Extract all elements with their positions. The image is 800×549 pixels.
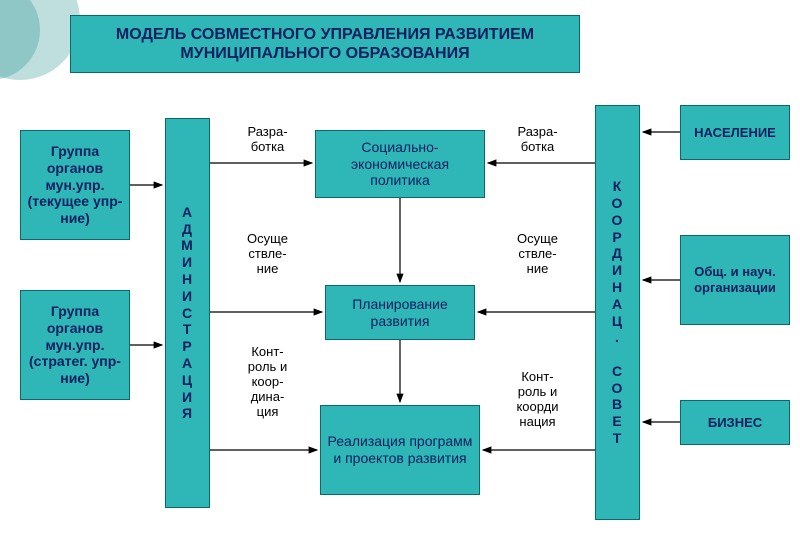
left-box-strategic-text: Группа органов мун.упр. (стратег. упр-ни… <box>25 303 125 387</box>
right-business-text: БИЗНЕС <box>708 415 762 431</box>
label-kontrol-left: Конт- роль и коор- дина- ция <box>235 345 300 420</box>
center-impl-text: Реализация программ и проектов развития <box>325 433 475 467</box>
center-box-policy: Социально-экономическая политика <box>315 130 485 198</box>
label-osusch-left: Осуще ствле- ние <box>235 232 300 277</box>
title-line2: МУНИЦИПАЛЬНОГО ОБРАЗОВАНИЯ <box>180 44 469 63</box>
center-policy-text: Социально-экономическая политика <box>320 139 480 189</box>
label-osusch-right: Осуще ствле- ние <box>505 232 570 277</box>
left-box-current-text: Группа органов мун.упр. (текущее упр-ние… <box>25 143 125 227</box>
title-line1: МОДЕЛЬ СОВМЕСТНОГО УПРАВЛЕНИЯ РАЗВИТИЕМ <box>116 25 534 44</box>
pillar-council: КООРДИНАЦ. СОВЕТ <box>595 105 640 520</box>
right-orgs-text: Общ. и науч. организации <box>685 264 785 295</box>
right-box-population: НАСЕЛЕНИЕ <box>680 105 790 160</box>
right-box-organizations: Общ. и науч. организации <box>680 235 790 325</box>
title-box: МОДЕЛЬ СОВМЕСТНОГО УПРАВЛЕНИЯ РАЗВИТИЕМ … <box>70 15 580 73</box>
right-box-business: БИЗНЕС <box>680 400 790 445</box>
left-box-strategic: Группа органов мун.упр. (стратег. упр-ни… <box>20 290 130 400</box>
pillar-administration: АДМИНИСТРАЦИЯ <box>165 118 210 508</box>
label-kontrol-right: Конт- роль и коорди нация <box>505 370 570 430</box>
center-planning-text: Планирование развития <box>330 296 470 330</box>
label-razrabotka-right: Разра- ботка <box>505 125 570 155</box>
right-population-text: НАСЕЛЕНИЕ <box>694 125 776 141</box>
left-box-current: Группа органов мун.упр. (текущее упр-ние… <box>20 130 130 240</box>
center-box-planning: Планирование развития <box>325 285 475 340</box>
center-box-implementation: Реализация программ и проектов развития <box>320 405 480 495</box>
label-razrabotka-left: Разра- ботка <box>235 125 300 155</box>
